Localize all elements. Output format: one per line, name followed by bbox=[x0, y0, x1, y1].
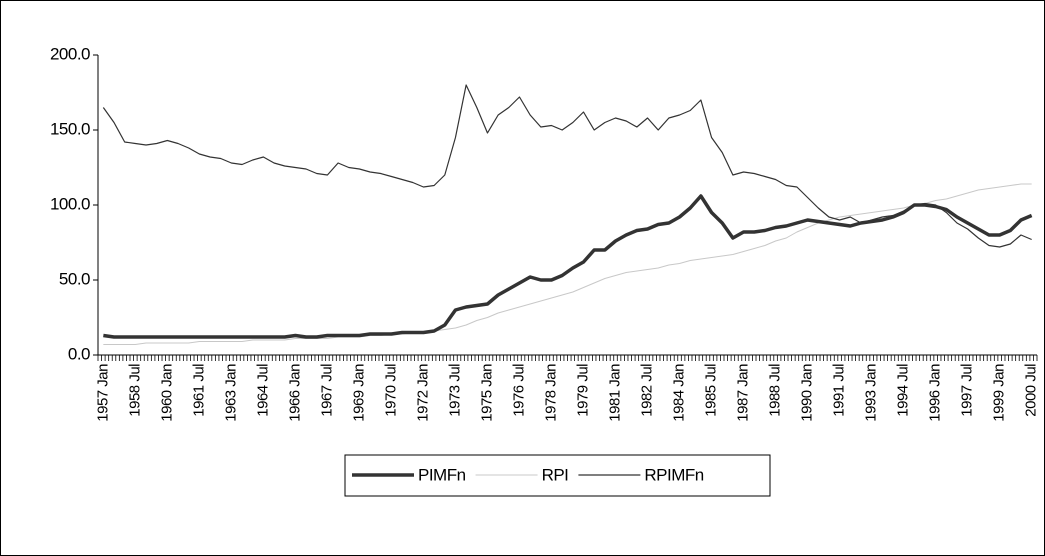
x-tick-label: 1982 Jul bbox=[638, 364, 655, 417]
x-tick-label: 1999 Jan bbox=[991, 364, 1008, 422]
x-tick-label: 1996 Jan bbox=[927, 364, 944, 422]
series-line bbox=[103, 183, 1032, 345]
x-tick-label: 1975 Jan bbox=[478, 364, 495, 422]
x-tick-label: 1969 Jan bbox=[350, 364, 367, 422]
legend-label: PIMFn bbox=[418, 465, 466, 484]
y-tick-label: 50.0 bbox=[59, 269, 90, 288]
x-tick-label: 1958 Jul bbox=[126, 364, 143, 417]
x-tick-label: 1966 Jan bbox=[286, 364, 303, 422]
y-tick-label: 0.0 bbox=[68, 344, 90, 363]
x-tick-label: 1985 Jul bbox=[703, 364, 720, 417]
y-tick-label: 100.0 bbox=[50, 194, 90, 213]
x-tick-label: 1972 Jan bbox=[414, 364, 431, 422]
x-tick-label: 1978 Jan bbox=[542, 364, 559, 422]
legend-label: RPIMFn bbox=[644, 465, 703, 484]
y-tick-label: 150.0 bbox=[50, 119, 90, 138]
x-tick-label: 1976 Jul bbox=[510, 364, 527, 417]
x-tick-label: 1988 Jul bbox=[767, 364, 784, 417]
x-tick-label: 2000 Jul bbox=[1023, 364, 1040, 417]
x-tick-label: 1963 Jan bbox=[222, 364, 239, 422]
x-tick-label: 1990 Jan bbox=[799, 364, 816, 422]
x-tick-label: 1991 Jul bbox=[831, 364, 848, 417]
series-line bbox=[102, 84, 1032, 248]
x-tick-label: 1970 Jul bbox=[382, 364, 399, 417]
series-line bbox=[103, 194, 1033, 339]
x-tick-label: 1994 Jul bbox=[895, 364, 912, 417]
x-tick-label: 1997 Jul bbox=[959, 364, 976, 417]
x-tick-label: 1960 Jan bbox=[158, 364, 175, 422]
x-tick-label: 1979 Jul bbox=[574, 364, 591, 417]
x-tick-label: 1993 Jan bbox=[863, 364, 880, 422]
x-tick-label: 1981 Jan bbox=[606, 364, 623, 422]
x-tick-label: 1961 Jul bbox=[190, 364, 207, 417]
x-tick-label: 1967 Jul bbox=[318, 364, 335, 417]
x-tick-label: 1987 Jan bbox=[735, 364, 752, 422]
x-tick-label: 1973 Jul bbox=[446, 364, 463, 417]
x-tick-label: 1964 Jul bbox=[254, 364, 271, 417]
y-tick-label: 200.0 bbox=[50, 44, 90, 63]
x-tick-label: 1957 Jan bbox=[94, 364, 111, 422]
legend-label: RPI bbox=[542, 465, 569, 484]
x-tick-label: 1984 Jan bbox=[671, 364, 688, 422]
legend-box bbox=[344, 454, 771, 497]
